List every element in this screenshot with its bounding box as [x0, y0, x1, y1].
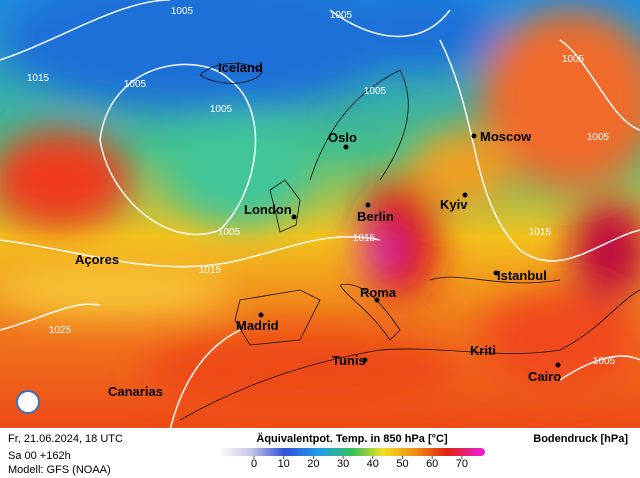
scale-ticks: 0 10 20 30 40 50 60 70 [251, 456, 468, 470]
city-label: Cairo [528, 369, 561, 384]
city-dot [291, 214, 297, 220]
city-dot [362, 357, 368, 363]
city-label: Oslo [328, 130, 357, 145]
date: Fr, 21.06.2024, 18 UTC [8, 433, 123, 445]
isobar-label: 1005 [171, 6, 194, 17]
city-dot [471, 133, 477, 139]
city-dot [343, 144, 349, 150]
run: Sa 00 +162h [8, 450, 71, 462]
city-label: Iceland [218, 60, 263, 75]
coastlines [179, 62, 640, 421]
isobar-label: 1005 [593, 356, 616, 367]
scale-tick-label: 50 [396, 458, 408, 470]
city-dot [493, 270, 499, 276]
city-label: Kyiv [440, 197, 468, 212]
scale-tick-label: 30 [337, 458, 349, 470]
scale-tick-label: 60 [426, 458, 438, 470]
isobar-label: 1025 [49, 325, 72, 336]
city-label: Madrid [236, 318, 279, 333]
city-label: Tunis [332, 353, 366, 368]
city-dot [365, 202, 371, 208]
city-label: Canarias [108, 384, 163, 399]
scale-tick-label: 0 [251, 458, 257, 470]
city-label: Açores [75, 252, 119, 267]
city-label: London [244, 202, 292, 217]
isobar-labels: 1005 1005 1015 1005 1005 1005 1005 1005 1005 1015… [27, 6, 616, 367]
city-label: Kriti [470, 343, 496, 358]
isobar-label: 1015 [353, 233, 376, 244]
city-dot [462, 192, 468, 198]
scale-tick-label: 10 [278, 458, 290, 470]
temperature-field [0, 0, 640, 430]
isobar-label: 1015 [529, 227, 552, 238]
city-label: Moscow [480, 129, 532, 144]
pressure-title: Bodendruck [hPa] [533, 433, 628, 445]
isobar-label: 1005 [562, 54, 585, 65]
isobar-label: 1005 [210, 104, 233, 115]
city-dot [374, 297, 380, 303]
model: Modell: GFS (NOAA) [8, 464, 111, 476]
isobar-label: 1005 [124, 79, 147, 90]
isobar-label: 1015 [199, 265, 222, 276]
color-scale [218, 448, 485, 456]
isobar-label: 1005 [330, 10, 353, 21]
scale-tick-label: 70 [456, 458, 468, 470]
city-dot [555, 362, 561, 368]
isobars [0, 0, 640, 430]
scale-tick-label: 20 [307, 458, 319, 470]
isobar-label: 1005 [587, 132, 610, 143]
isobar-label: 1015 [27, 73, 50, 84]
city-label: Roma [360, 285, 397, 300]
logo [16, 390, 40, 414]
city-label: Istanbul [497, 268, 547, 283]
isobar-label: 1005 [364, 86, 387, 97]
scale-title: Äquivalentpot. Temp. in 850 hPa [°C] [256, 432, 448, 445]
scale-tick-label: 40 [367, 458, 379, 470]
city-layer: Iceland Oslo Moscow London Berlin Kyiv Açores I… [75, 60, 561, 399]
city-dot [258, 312, 264, 318]
isobar-label: 1005 [218, 227, 241, 238]
city-label: Berlin [357, 209, 394, 224]
